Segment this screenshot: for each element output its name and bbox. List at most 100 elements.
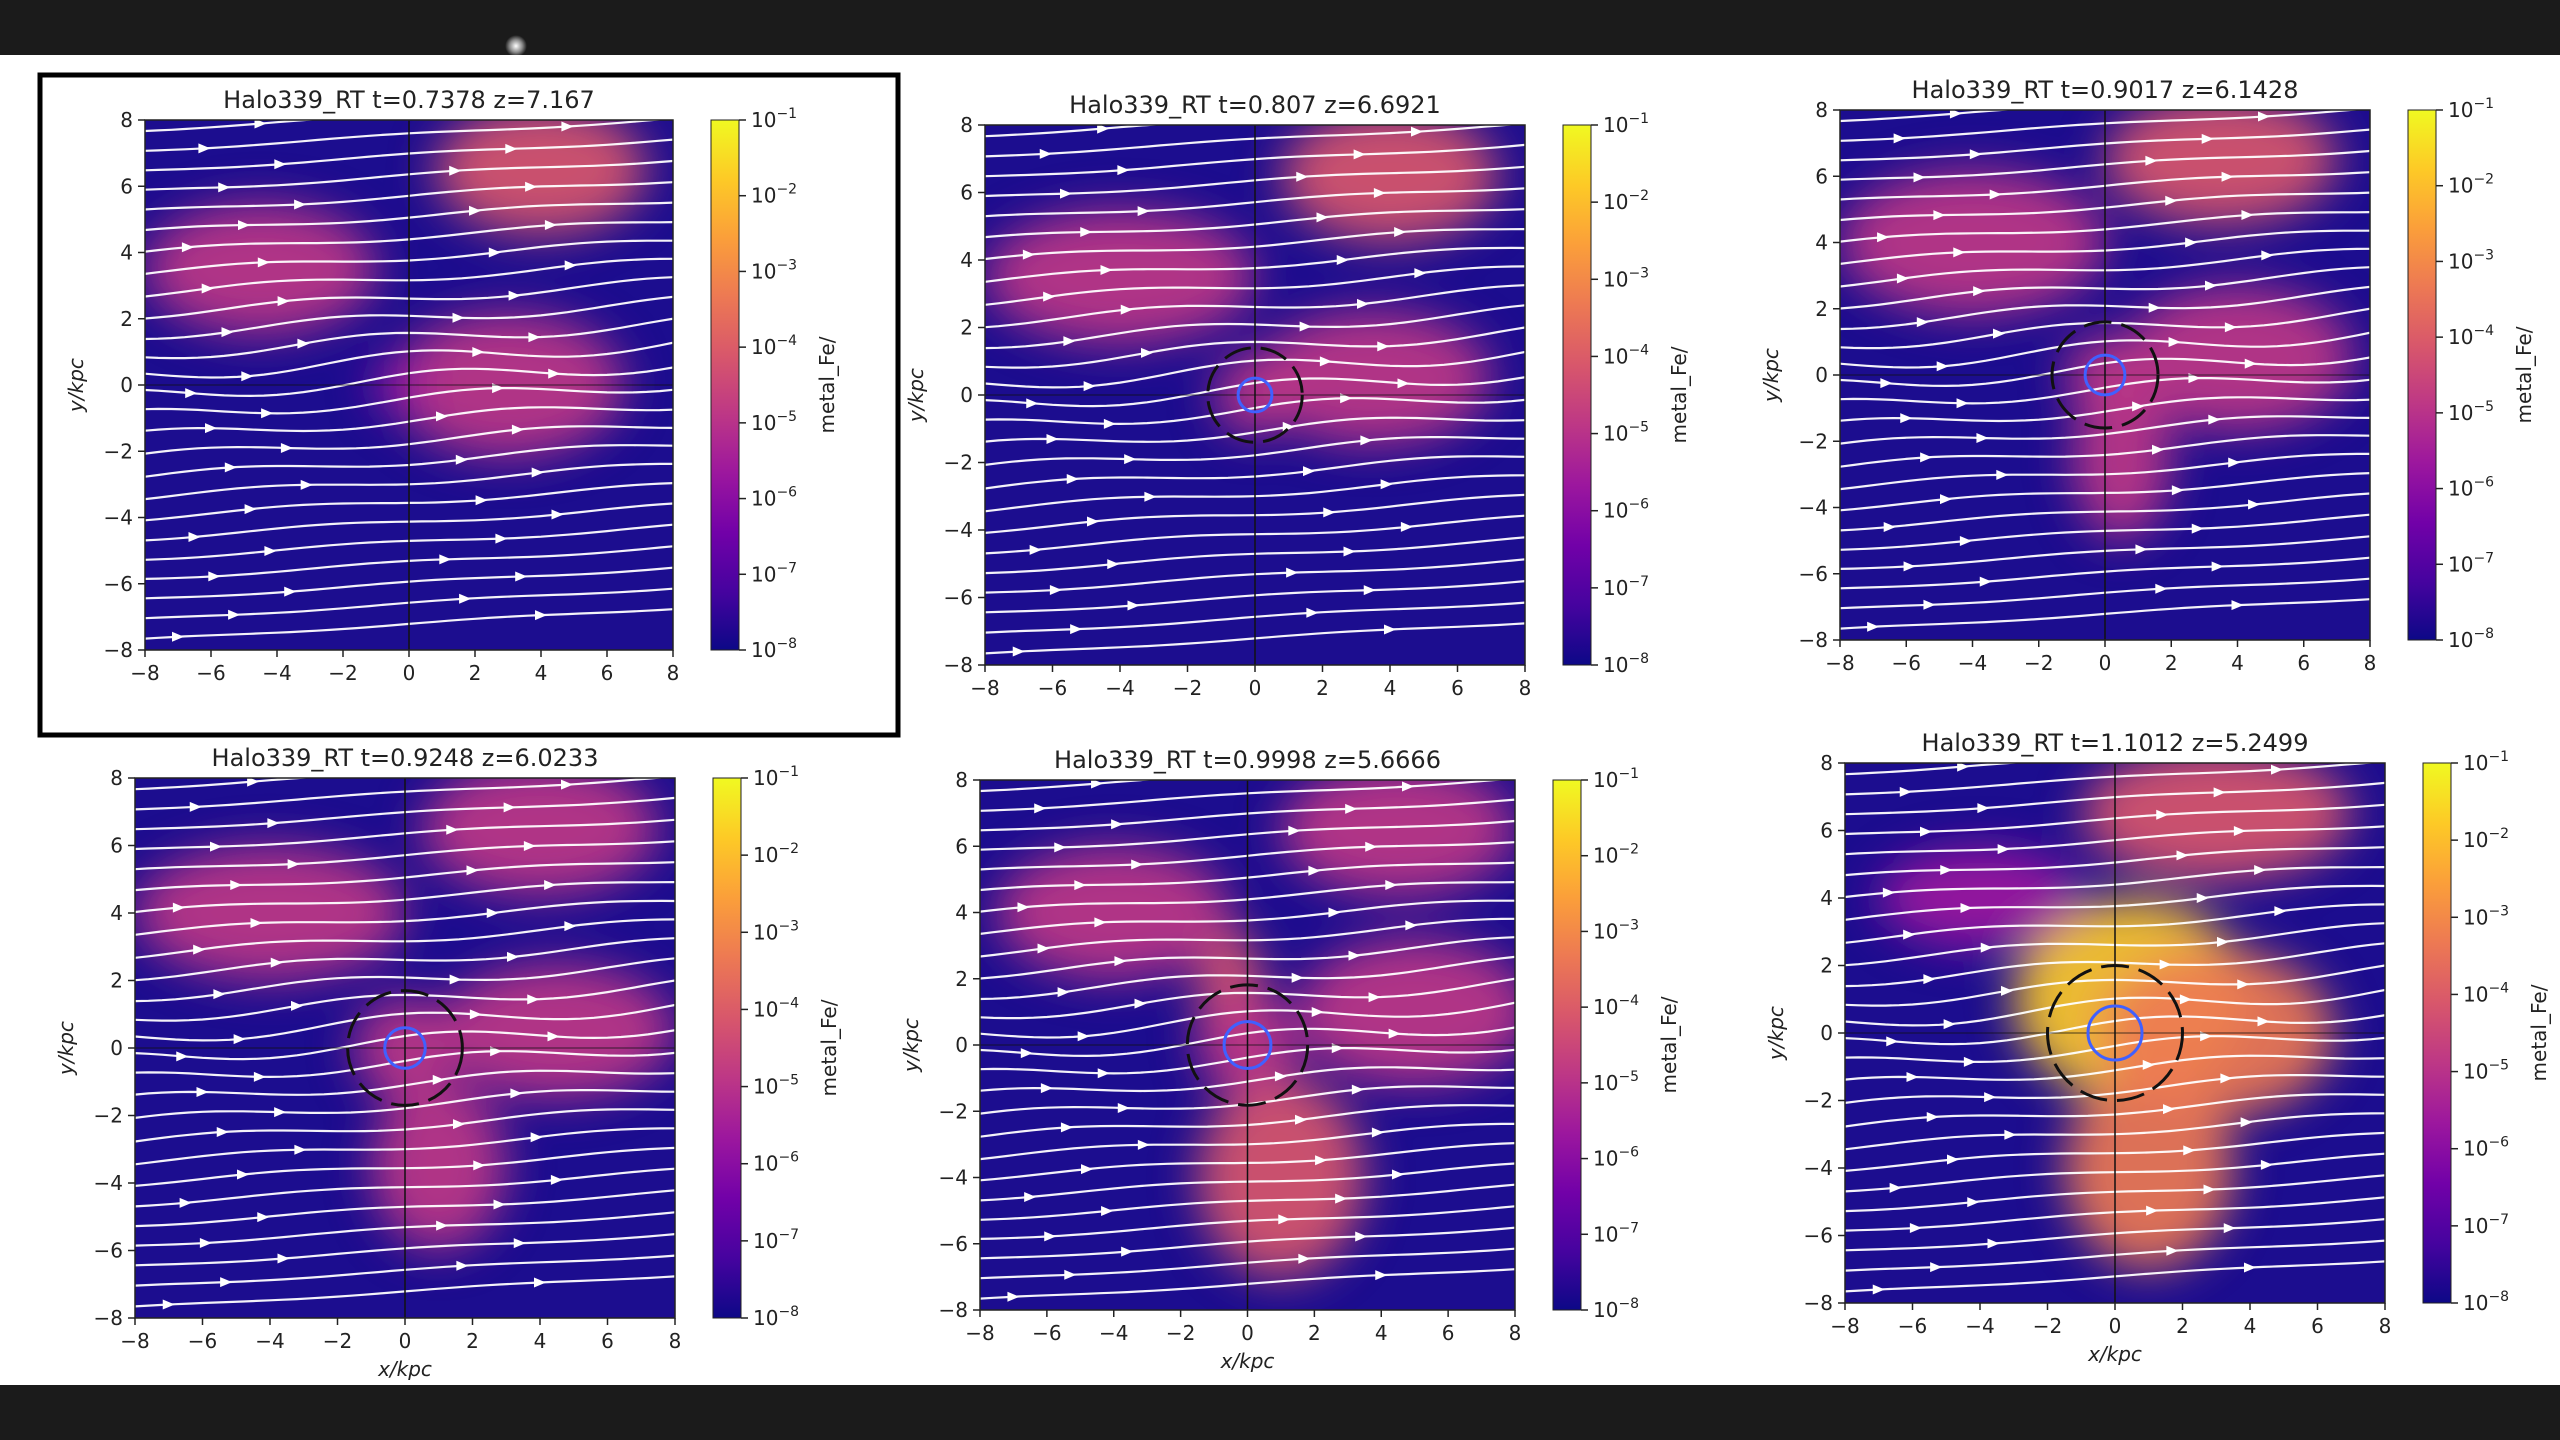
y-axis-label: y/kpc: [54, 1021, 78, 1076]
x-tick-label: 2: [2176, 1314, 2189, 1338]
streamline-arrow: [1391, 1169, 1404, 1180]
streamline-arrow: [2254, 865, 2267, 876]
streamline-arrow: [1024, 1191, 1037, 1202]
streamline-arrow: [455, 454, 468, 465]
streamline-arrow: [218, 182, 231, 193]
y-axis-label: y/kpc: [1764, 1006, 1788, 1061]
streamline-arrow: [544, 880, 557, 891]
streamline-arrow: [188, 531, 201, 542]
x-tick-label: 8: [2364, 651, 2377, 675]
streamline-arrow: [176, 1051, 189, 1062]
y-tick-label: 2: [120, 307, 133, 331]
colorbar-tick-label: 10−4: [753, 995, 799, 1021]
streamline-arrow: [1316, 212, 1329, 223]
y-tick-label: 2: [955, 967, 968, 991]
streamline-arrow: [2191, 523, 2204, 534]
radius-circle: [2083, 353, 2127, 397]
streamline-arrow: [2200, 1031, 2213, 1042]
x-tick-label: 0: [403, 661, 416, 685]
streamline-arrow: [1394, 227, 1407, 238]
streamline-arrow: [233, 1034, 246, 1045]
x-tick-label: −8: [120, 1329, 149, 1353]
x-tick-label: 0: [2109, 1314, 2122, 1338]
streamline-arrow: [1933, 210, 1946, 221]
streamline-arrow: [452, 312, 465, 323]
light-glint: [505, 35, 527, 57]
streamline-arrow: [2220, 1073, 2233, 1084]
streamline-arrow: [254, 120, 267, 129]
streamline-arrow: [513, 1238, 526, 1249]
streamline-arrow: [216, 1126, 229, 1137]
streamline-arrow: [220, 1277, 233, 1288]
streamline-arrow: [1909, 1222, 1922, 1233]
x-tick-label: 2: [466, 1329, 479, 1353]
streamline-arrow: [1973, 286, 1986, 297]
y-tick-label: −4: [94, 1171, 123, 1195]
y-tick-label: −2: [1799, 429, 1828, 453]
streamline-arrow: [1124, 454, 1137, 465]
streamline: [980, 780, 1156, 793]
y-tick-label: −2: [94, 1104, 123, 1128]
streamline-arrow: [2188, 373, 2201, 384]
streamline-arrow: [1141, 347, 1153, 358]
streamline-arrow: [505, 143, 518, 154]
x-tick-label: 8: [669, 1329, 682, 1353]
colorbar-tick-label: 10−1: [2463, 749, 2509, 775]
streamline-arrow: [244, 504, 257, 515]
streamline-arrow: [1947, 1154, 1959, 1165]
streamline-arrow: [1969, 149, 1982, 160]
streamline-arrow: [294, 199, 307, 210]
streamline-arrow: [490, 1046, 503, 1057]
streamline-arrow: [453, 1119, 465, 1130]
y-axis-label: y/kpc: [1759, 348, 1783, 403]
streamline-arrow: [1336, 255, 1349, 266]
colorbar-tick-label: 10−6: [2463, 1135, 2509, 1161]
streamline-arrow: [473, 1160, 486, 1171]
x-tick-label: −8: [1830, 1314, 1859, 1338]
y-tick-label: −6: [1799, 562, 1828, 586]
streamline-arrow: [179, 1197, 192, 1208]
streamline-arrow: [1960, 903, 1973, 914]
streamline-arrow: [1335, 1193, 1348, 1204]
x-tick-label: −2: [1173, 676, 1202, 700]
streamline-arrow: [1094, 917, 1107, 928]
x-tick-label: 4: [535, 661, 548, 685]
streamline-arrow: [1953, 247, 1966, 258]
streamline-arrow: [274, 1107, 287, 1118]
y-tick-label: 4: [960, 248, 973, 272]
colorbar-label: metal_Fe/: [815, 336, 839, 433]
streamline-arrow: [1355, 1231, 1368, 1242]
streamline-arrow: [277, 1253, 290, 1264]
streamline-arrow: [2142, 1059, 2155, 1070]
streamline-arrow: [1967, 1197, 1980, 1208]
x-tick-label: 0: [399, 1329, 412, 1353]
x-tick-label: −4: [1105, 676, 1134, 700]
streamline-arrow: [1880, 378, 1893, 389]
streamline-arrow: [2165, 195, 2178, 206]
streamline-arrow: [247, 778, 260, 787]
streamline-arrow: [436, 411, 448, 422]
streamline-arrow: [1877, 232, 1890, 243]
streamline-arrow: [1117, 165, 1130, 176]
x-tick-label: 4: [1375, 1321, 1388, 1345]
streamline-arrow: [1402, 781, 1414, 792]
streamline-arrow: [261, 408, 274, 419]
streamline-arrow: [449, 974, 462, 985]
streamline-arrow: [2205, 280, 2217, 291]
plot-title: Halo339_RT t=0.9998 z=5.6666: [1054, 746, 1441, 774]
colorbar-tick-label: 10−6: [751, 485, 797, 511]
x-tick-label: −4: [1099, 1321, 1128, 1345]
streamline-arrow: [1411, 126, 1423, 137]
streamline-arrow: [1345, 803, 1358, 814]
streamline-arrow: [1343, 546, 1356, 557]
streamline-arrow: [1315, 1155, 1328, 1166]
plot-title: Halo339_RT t=0.9017 z=6.1428: [1912, 76, 2299, 104]
y-tick-label: 0: [960, 383, 973, 407]
streamline-arrow: [1017, 902, 1030, 913]
y-tick-label: −4: [1804, 1156, 1833, 1180]
colorbar-tick-label: 10−2: [2448, 172, 2494, 198]
colorbar-tick-label: 10−8: [753, 1304, 799, 1330]
y-tick-label: −6: [944, 586, 973, 610]
colorbar: [1562, 124, 1592, 666]
streamline-arrow: [2241, 210, 2254, 221]
